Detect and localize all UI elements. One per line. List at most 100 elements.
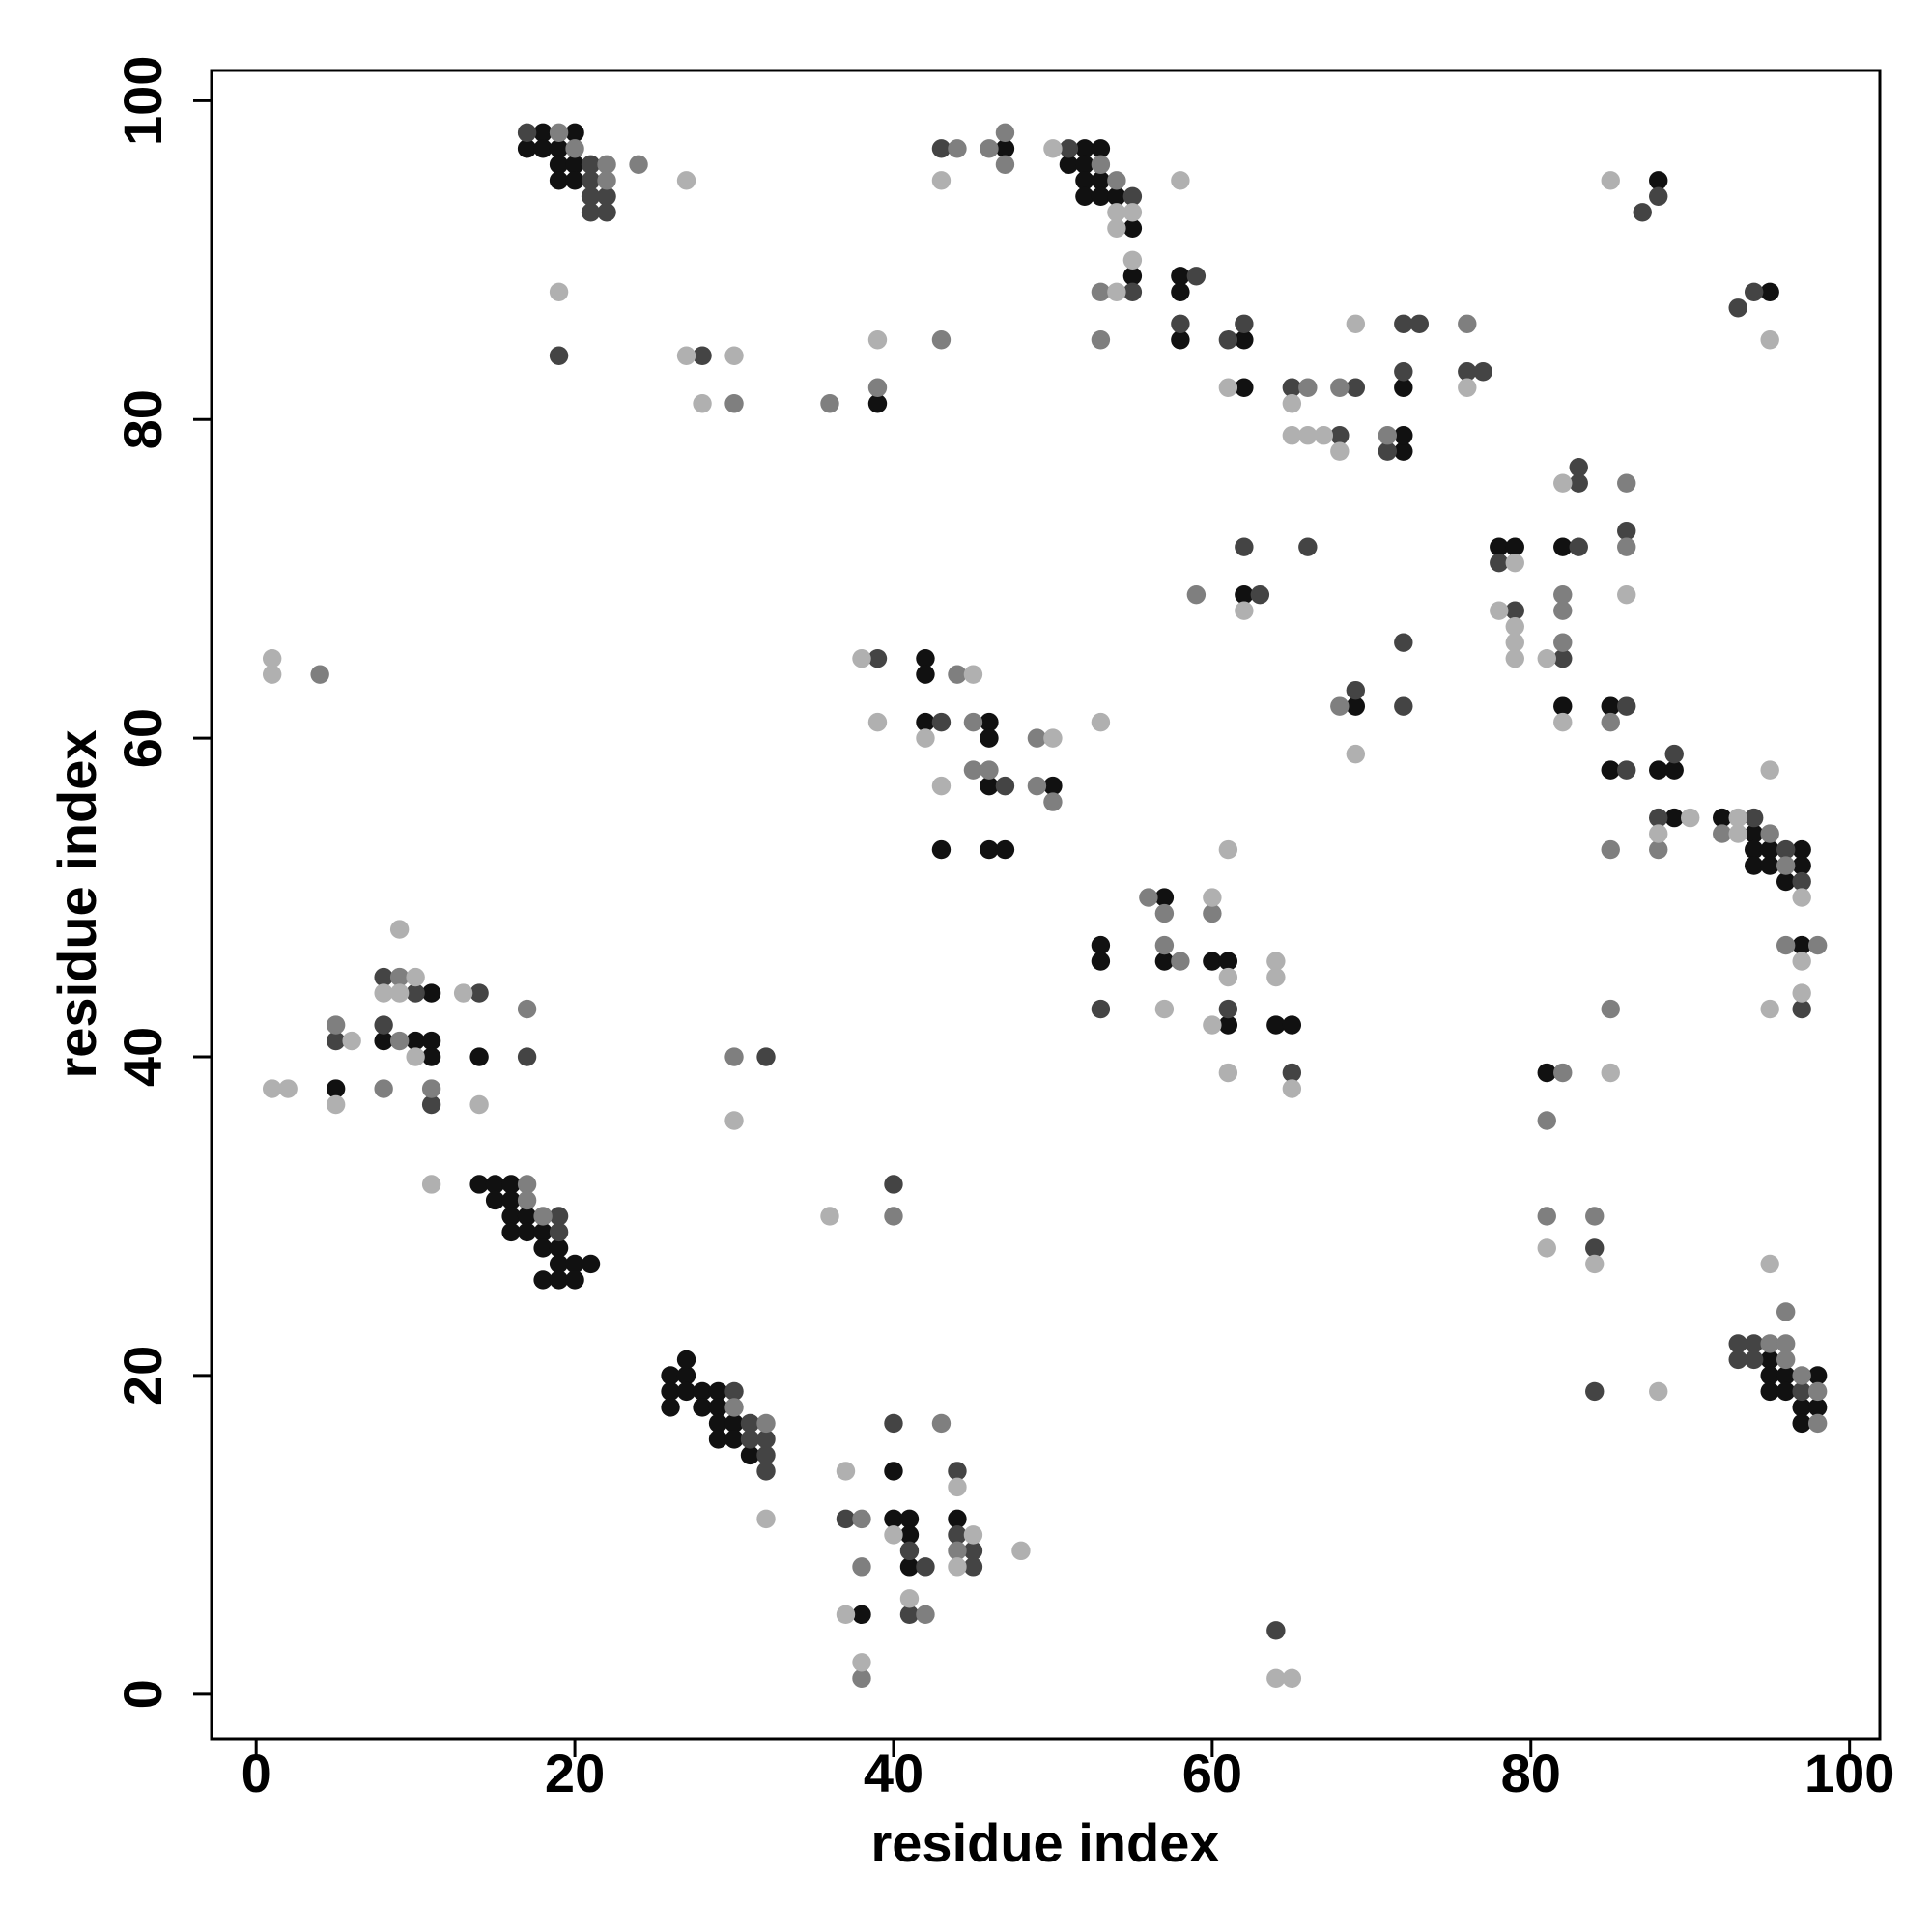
contact-point — [1107, 218, 1126, 238]
contact-point — [867, 330, 888, 350]
contact-point — [1776, 1334, 1796, 1353]
contact-point — [1490, 553, 1509, 573]
contact-point — [1553, 473, 1573, 493]
contact-point — [1282, 1668, 1302, 1689]
contact-point — [1792, 856, 1811, 875]
contact-point — [1792, 983, 1811, 1003]
contact-point — [931, 171, 952, 190]
contact-point — [1235, 584, 1254, 605]
contact-point — [565, 1270, 584, 1290]
contact-point — [517, 1047, 537, 1066]
contact-point — [916, 1557, 935, 1577]
contact-point — [406, 967, 425, 987]
contact-point — [756, 1462, 776, 1481]
contact-point — [310, 665, 329, 684]
contact-point — [1760, 1350, 1779, 1370]
contact-point — [1505, 537, 1524, 556]
contact-point — [884, 1525, 903, 1545]
contact-point — [1298, 426, 1318, 445]
x-tick-label: 100 — [1804, 1743, 1894, 1804]
contact-point — [1059, 139, 1079, 158]
contact-point — [389, 983, 410, 1003]
contact-point — [1282, 1015, 1302, 1035]
contact-point — [1091, 186, 1111, 207]
contact-point — [549, 1270, 569, 1290]
contact-point — [1091, 155, 1111, 175]
x-tick-label: 80 — [1501, 1743, 1561, 1804]
contact-point — [549, 1238, 569, 1258]
contact-point — [1218, 1015, 1238, 1035]
x-tick-label: 20 — [545, 1743, 605, 1804]
contact-point — [1760, 1254, 1779, 1274]
contact-point — [1776, 1302, 1796, 1321]
contact-point — [980, 712, 999, 732]
contact-point — [756, 1047, 776, 1066]
contact-point — [1107, 203, 1126, 222]
y-tick-label: 40 — [112, 1027, 173, 1087]
contact-point — [1186, 267, 1207, 286]
contact-point — [1792, 888, 1811, 907]
contact-point — [374, 1031, 393, 1051]
contact-point — [756, 1430, 776, 1449]
contact-point — [1776, 839, 1796, 860]
contact-point — [724, 1047, 744, 1066]
contact-point — [1458, 314, 1477, 333]
contact-point — [517, 123, 537, 143]
contact-point — [1218, 839, 1238, 860]
contact-point — [581, 155, 601, 175]
contact-point — [1122, 186, 1143, 207]
contact-point — [676, 1350, 696, 1370]
contact-point — [1792, 1413, 1811, 1434]
contact-point — [1505, 553, 1524, 573]
contact-point — [326, 1031, 346, 1051]
contact-point — [1617, 521, 1636, 541]
contact-point — [1744, 1334, 1764, 1353]
contact-point — [406, 1031, 425, 1051]
contact-point — [676, 171, 696, 190]
contact-point — [389, 1031, 410, 1051]
contact-point — [1553, 601, 1573, 620]
contact-point — [1346, 744, 1366, 764]
contact-point — [1394, 633, 1413, 652]
contact-point — [1601, 1063, 1620, 1083]
contact-point — [852, 1557, 871, 1577]
contact-point — [1617, 473, 1636, 493]
contact-point — [389, 920, 410, 939]
contact-point — [995, 123, 1015, 143]
contact-point — [1378, 426, 1398, 445]
contact-point — [469, 983, 489, 1003]
contact-point — [676, 1381, 696, 1402]
contact-point — [995, 139, 1015, 158]
contact-point — [1649, 186, 1668, 207]
contact-point — [1681, 808, 1700, 828]
contact-point — [1473, 362, 1492, 382]
contact-point — [1807, 1366, 1828, 1385]
contact-point — [1314, 426, 1334, 445]
contact-point — [836, 1462, 856, 1481]
contact-point — [533, 139, 553, 158]
contact-point — [1154, 952, 1175, 971]
contact-point — [549, 139, 569, 158]
contact-point — [326, 1079, 346, 1098]
contact-point — [501, 1175, 521, 1194]
contact-point — [549, 1222, 569, 1242]
contact-point — [1792, 871, 1811, 892]
contact-point — [1107, 186, 1126, 207]
contact-point — [963, 712, 983, 732]
contact-point — [1122, 282, 1143, 301]
contact-point — [1760, 282, 1779, 301]
contact-point — [916, 648, 935, 668]
contact-point — [1122, 267, 1143, 286]
contact-point — [1585, 1254, 1605, 1274]
contact-point — [1601, 999, 1620, 1019]
contact-point — [995, 155, 1015, 175]
contact-point — [1186, 584, 1207, 605]
contact-point — [1266, 1668, 1286, 1689]
contact-point — [1218, 378, 1238, 397]
contact-point — [884, 1462, 903, 1481]
contact-point — [1744, 282, 1764, 301]
contact-point — [693, 1381, 712, 1402]
contact-point — [899, 1605, 920, 1625]
contact-point — [1664, 760, 1684, 780]
contact-point — [1266, 1015, 1286, 1035]
